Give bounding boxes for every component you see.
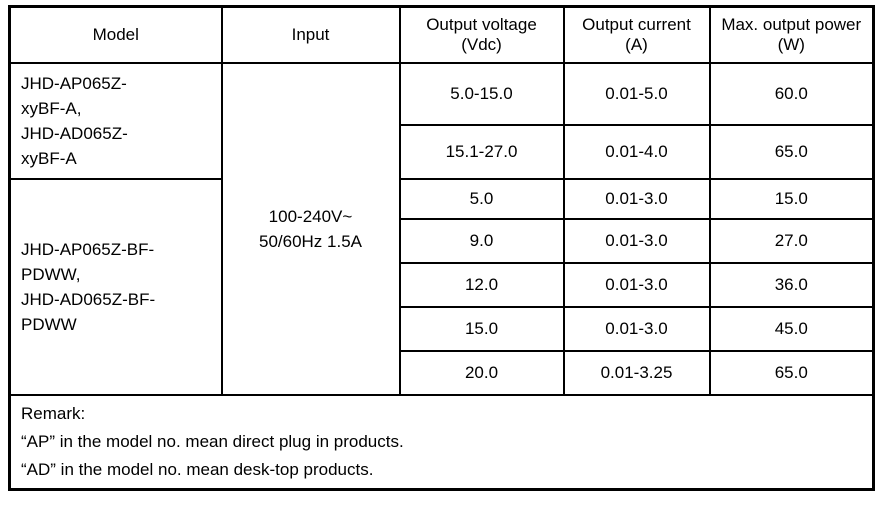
table-row: 20.0 0.01-3.25 65.0	[10, 349, 875, 396]
output-voltage-cell: 12.0	[398, 261, 565, 308]
model-group-cell-2: JHD-AP065Z-BF- PDWW, JHD-AD065Z-BF- PDWW	[8, 177, 223, 396]
max-power-cell: 65.0	[708, 123, 875, 180]
output-voltage-cell: 15.0	[398, 305, 565, 352]
output-current-cell: 0.01-3.0	[562, 217, 711, 264]
header-row: Model Input Output voltage (Vdc) Output …	[8, 5, 875, 64]
max-power-cell: 27.0	[708, 217, 875, 264]
output-current-header-cell: Output current (A)	[562, 5, 711, 64]
table-row: 12.0 0.01-3.0 36.0	[10, 261, 875, 308]
model-header-cell: Model	[8, 5, 223, 64]
table-row: 9.0 0.01-3.0 27.0	[10, 217, 875, 264]
max-power-cell: 60.0	[708, 61, 875, 126]
output-current-cell: 0.01-3.0	[562, 177, 711, 220]
output-current-cell: 0.01-3.25	[562, 349, 711, 396]
max-power-cell: 15.0	[708, 177, 875, 220]
output-current-cell: 0.01-4.0	[562, 123, 711, 180]
remark-line: “AP” in the model no. mean direct plug i…	[21, 431, 404, 451]
table-row: 15.1-27.0 0.01-4.0 65.0	[10, 123, 875, 180]
input-cell: 100-240V~ 50/60Hz 1.5A	[220, 61, 401, 396]
remark-title: Remark:	[21, 403, 86, 423]
input-header-cell: Input	[220, 5, 401, 64]
table-row: JHD-AP065Z- xyBF-A, JHD-AD065Z- xyBF-A 1…	[8, 61, 875, 396]
max-power-header-cell: Max. output power (W)	[708, 5, 875, 64]
output-voltage-cell: 5.0	[398, 177, 565, 220]
output-voltage-header-cell: Output voltage (Vdc)	[398, 5, 565, 64]
output-current-cell: 0.01-3.0	[562, 305, 711, 352]
model-group-cell-1: JHD-AP065Z- xyBF-A, JHD-AD065Z- xyBF-A	[8, 61, 223, 180]
output-voltage-cell: 5.0-15.0	[398, 61, 565, 126]
remark-cell: Remark: “AP” in the model no. mean direc…	[8, 393, 875, 490]
output-voltage-cell: 20.0	[398, 349, 565, 396]
table-row: 15.0 0.01-3.0 45.0	[10, 305, 875, 352]
remark-row: Remark: “AP” in the model no. mean direc…	[8, 393, 875, 490]
output-voltage-cell: 15.1-27.0	[398, 123, 565, 180]
output-current-cell: 0.01-5.0	[562, 61, 711, 126]
table-row: JHD-AP065Z-BF- PDWW, JHD-AD065Z-BF- PDWW…	[8, 177, 875, 396]
output-voltage-cell: 9.0	[398, 217, 565, 264]
remark-line: “AD” in the model no. mean desk-top prod…	[21, 459, 374, 479]
max-power-cell: 45.0	[708, 305, 875, 352]
max-power-cell: 65.0	[708, 349, 875, 396]
max-power-cell: 36.0	[708, 261, 875, 308]
spec-table: Model Input Output voltage (Vdc) Output …	[8, 5, 875, 491]
output-current-cell: 0.01-3.0	[562, 261, 711, 308]
